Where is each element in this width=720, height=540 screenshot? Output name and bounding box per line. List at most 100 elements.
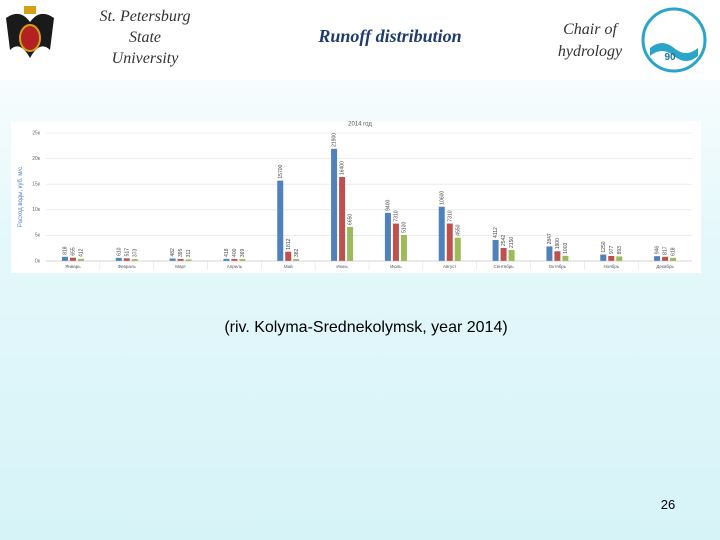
value-label: 1900 (555, 238, 561, 249)
bar (508, 249, 515, 261)
value-label: 977 (609, 245, 615, 254)
bar (131, 259, 138, 261)
bar (185, 259, 192, 261)
bar (339, 177, 346, 261)
bar (454, 237, 461, 261)
value-label: 1812 (286, 238, 292, 249)
value-label: 7310 (447, 210, 453, 221)
chart-frame (11, 121, 701, 273)
x-tick-label: Июль (390, 264, 402, 269)
value-label: 16400 (340, 161, 346, 175)
bar (608, 255, 615, 261)
bar (347, 226, 354, 261)
x-tick-label: Август (443, 264, 457, 269)
y-tick-label: 25к (32, 130, 41, 136)
bar (123, 258, 130, 261)
value-label: 893 (617, 246, 623, 255)
bar (77, 258, 84, 261)
x-tick-label: Июнь (336, 264, 348, 269)
value-label: 2847 (547, 233, 553, 244)
bar (546, 246, 553, 261)
value-label: 15700 (278, 164, 284, 178)
header-right-line: hydrology (558, 43, 623, 60)
bar (331, 148, 338, 261)
value-label: 618 (671, 247, 677, 256)
bar (239, 259, 246, 261)
value-label: 400 (232, 248, 238, 257)
logo-text: 90 (664, 52, 676, 63)
bar (223, 258, 230, 261)
value-label: 655 (70, 247, 76, 256)
value-label: 482 (170, 248, 176, 257)
value-label: 7310 (393, 210, 399, 221)
value-label: 21900 (332, 133, 338, 147)
value-label: 5100 (401, 222, 407, 233)
value-label: 6650 (348, 214, 354, 225)
page-number: 26 (661, 497, 675, 512)
value-label: 2150 (509, 237, 515, 248)
value-label: 1003 (563, 243, 569, 254)
bar (554, 251, 561, 261)
header-title: Runoff distribution (317, 26, 461, 46)
y-tick-label: 20к (32, 156, 41, 162)
bar (177, 258, 184, 261)
value-label: 4112 (493, 227, 499, 238)
x-tick-label: Март (175, 264, 186, 269)
bar (293, 259, 300, 261)
chart-title: 2014 год (348, 122, 372, 128)
value-label: 418 (224, 248, 230, 257)
x-tick-label: Май (284, 263, 293, 269)
bar (438, 206, 445, 261)
header-band (0, 0, 720, 80)
university-emblem (6, 6, 54, 58)
value-label: 9400 (385, 200, 391, 211)
value-label: 10600 (439, 191, 445, 205)
bar (562, 255, 569, 261)
value-label: 1250 (601, 241, 607, 252)
value-label: 818 (62, 246, 68, 255)
bar (285, 251, 292, 261)
header-left-line: University (112, 50, 180, 67)
bar (384, 212, 391, 261)
caption: (riv. Kolyma-Srednekolymsk, year 2014) (224, 319, 507, 336)
value-label: 382 (294, 248, 300, 257)
hydrology-logo: 90 (641, 7, 707, 73)
x-tick-label: Январь (65, 264, 81, 269)
bar (600, 254, 607, 261)
header-left-line: St. Petersburg (100, 8, 191, 25)
x-tick-label: Декабрь (656, 264, 674, 269)
x-tick-label: Ноябрь (603, 264, 619, 269)
bar (400, 234, 407, 261)
value-label: 4550 (455, 224, 461, 235)
x-tick-label: Февраль (118, 264, 137, 269)
value-label: 946 (655, 246, 661, 255)
bar (670, 257, 677, 261)
x-tick-label: Октябрь (549, 264, 567, 269)
bar (654, 256, 661, 261)
value-label: 817 (663, 246, 669, 255)
x-tick-label: Сентябрь (493, 264, 514, 269)
y-tick-label: 10к (32, 207, 41, 213)
bar (616, 256, 623, 261)
value-label: 517 (124, 248, 130, 257)
bar (662, 256, 669, 261)
x-tick-label: Апрель (227, 264, 243, 269)
value-label: 610 (116, 247, 122, 256)
bar (492, 239, 499, 261)
value-label: 395 (178, 248, 184, 257)
bar (61, 256, 68, 261)
bar (115, 257, 122, 261)
value-label: 373 (132, 249, 138, 258)
y-tick-label: 15к (32, 182, 41, 188)
y-axis-title: Расход воды, куб. м/с (18, 167, 24, 227)
y-tick-label: 5к (35, 233, 41, 239)
value-label: 369 (240, 249, 246, 258)
header-left-line: State (129, 29, 161, 46)
value-label: 311 (186, 249, 192, 257)
bar (500, 247, 507, 261)
bar (69, 257, 76, 261)
y-tick-label: 0к (35, 258, 41, 264)
bar (392, 223, 399, 261)
